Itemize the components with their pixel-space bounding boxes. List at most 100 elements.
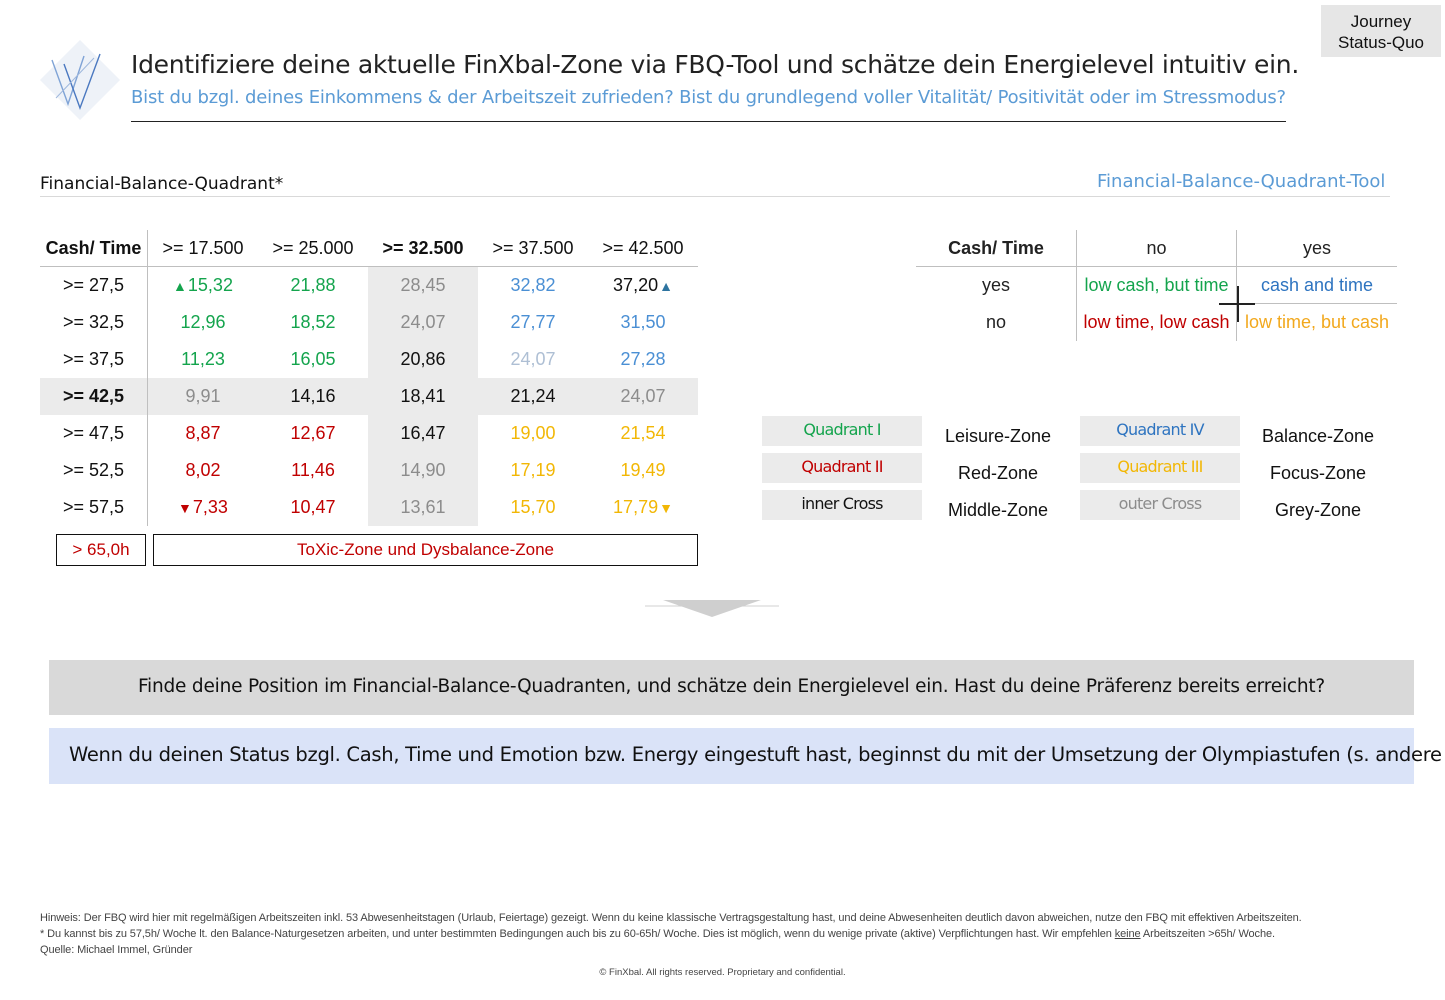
- section-title-right: Financial-Balance-Quadrant-Tool: [1097, 171, 1386, 192]
- fbq-cell: 17,19: [510, 460, 556, 480]
- fbq-cell: 8,87: [185, 423, 221, 443]
- badge-line-1: Journey: [1350, 12, 1412, 31]
- footnote-hours: * Du kannst bis zu 57,5h/ Woche lt. den …: [40, 928, 1275, 940]
- fbq-cell: 21,88: [290, 275, 336, 295]
- matrix-cell: cash and time: [1237, 267, 1397, 304]
- copyright: © FinXbal. All rights reserved. Propriet…: [599, 967, 846, 978]
- arrow-down-icon: ▼: [178, 500, 192, 516]
- fbq-row-label: >= 32,5: [40, 304, 148, 341]
- legend-zone-1: Leisure-Zone: [944, 426, 1052, 446]
- legend-inner-cross: inner Cross: [762, 490, 922, 520]
- legend-quadrant-3: Quadrant III: [1080, 453, 1240, 483]
- next-step-box: Wenn du deinen Status bzgl. Cash, Time u…: [49, 728, 1445, 784]
- fbq-cell: 12,67: [290, 423, 336, 443]
- fbq-cell: 14,16: [290, 386, 336, 406]
- matrix-corner: Cash/ Time: [916, 230, 1077, 267]
- fbq-cell: 20,86: [368, 341, 478, 378]
- quadrant-matrix: Cash/ Time no yes yes low cash, but time…: [916, 230, 1398, 341]
- toxic-hours-label: > 65,0h: [56, 534, 146, 566]
- title-divider: [131, 121, 1286, 122]
- fbq-cell: ▲15,32: [148, 267, 258, 304]
- arrow-up-icon: ▲: [659, 278, 673, 294]
- matrix-row: no low time, low cash low time, but cash: [916, 304, 1398, 341]
- fbq-cell: 16,05: [290, 349, 336, 369]
- chevron-down-icon: [645, 600, 779, 617]
- fbq-cell: 19,00: [510, 423, 556, 443]
- toxic-zone-label: ToXic-Zone und Dysbalance-Zone: [153, 534, 698, 566]
- instruction-box: Finde deine Position im Financial-Balanc…: [49, 660, 1414, 715]
- fbq-row-label: >= 37,5: [40, 341, 148, 378]
- fbq-cell: 24,07: [368, 304, 478, 341]
- fbq-row: >= 27,5 ▲15,32 21,88 28,45 32,82 37,20▲: [40, 267, 698, 304]
- legend-zone-3: Focus-Zone: [1269, 463, 1367, 483]
- section-title-left: Financial-Balance-Quadrant*: [40, 174, 284, 194]
- matrix-cell: low time, low cash: [1077, 304, 1237, 341]
- fbq-row: >= 57,5 ▼7,33 10,47 13,61 15,70 17,79▼: [40, 489, 698, 526]
- legend-zone-middle: Middle-Zone: [947, 500, 1049, 520]
- page-title: Identifiziere deine aktuelle FinXbal-Zon…: [131, 50, 1299, 79]
- arrow-up-icon: ▲: [173, 278, 187, 294]
- fbq-cell: 31,50: [620, 312, 666, 332]
- fbq-cell: 14,90: [368, 452, 478, 489]
- fbq-row-label: >= 52,5: [40, 452, 148, 489]
- footnote-emphasis: keine: [1114, 928, 1141, 940]
- footnote-text: Arbeitszeiten >65h/ Woche.: [1140, 928, 1275, 940]
- fbq-cell: 21,54: [620, 423, 666, 443]
- matrix-cell: low cash, but time: [1077, 267, 1237, 304]
- matrix-cell: low time, but cash: [1244, 312, 1390, 332]
- matrix-col-header: yes: [1237, 230, 1397, 267]
- journey-badge: Journey Status-Quo: [1321, 5, 1441, 57]
- fbq-cell: 18,41: [400, 386, 446, 406]
- fbq-row-label: >= 47,5: [40, 415, 148, 452]
- fbq-value: 37,20: [613, 275, 659, 295]
- fbq-cell: 16,47: [368, 415, 478, 452]
- fbq-cell: 28,45: [368, 267, 478, 304]
- legend-quadrant-2: Quadrant II: [762, 453, 922, 483]
- fbq-cell: 9,91: [185, 386, 221, 406]
- fbq-cell: 24,07: [510, 349, 556, 369]
- fbq-value: 7,33: [192, 497, 228, 517]
- fbq-col-header: >= 42.500: [588, 230, 698, 267]
- fbq-cell: 27,28: [620, 349, 666, 369]
- fbq-row: >= 37,5 11,23 16,05 20,86 24,07 27,28: [40, 341, 698, 378]
- section-divider: [40, 196, 1390, 197]
- fbq-value: 17,79: [613, 497, 659, 517]
- matrix-row-label: no: [916, 304, 1077, 341]
- matrix-header-row: Cash/ Time no yes: [916, 230, 1398, 267]
- fbq-cell: 13,61: [368, 489, 478, 526]
- matrix-col-header: no: [1077, 230, 1237, 267]
- fbq-cell: ▼7,33: [148, 489, 258, 526]
- footnote-source: Quelle: Michael Immel, Gründer: [40, 944, 193, 956]
- fbq-col-header: >= 37.500: [478, 230, 588, 267]
- fbq-cell: 17,79▼: [588, 489, 698, 526]
- fbq-cell: 18,52: [290, 312, 336, 332]
- fbq-col-header: >= 17.500: [148, 230, 258, 267]
- fbq-row: >= 32,5 12,96 18,52 24,07 27,77 31,50: [40, 304, 698, 341]
- legend-quadrant-4: Quadrant IV: [1080, 416, 1240, 446]
- fbq-cell: 19,49: [620, 460, 666, 480]
- legend-quadrant-1: Quadrant I: [762, 416, 922, 446]
- fbq-table: Cash/ Time >= 17.500 >= 25.000 >= 32.500…: [40, 230, 698, 526]
- matrix-row: yes low cash, but time cash and time: [916, 267, 1398, 304]
- fbq-row-label: >= 42,5: [40, 378, 148, 415]
- cross-marker-vertical: [1237, 286, 1239, 322]
- fbq-col-header: >= 25.000: [258, 230, 368, 267]
- fbq-value: 15,32: [187, 275, 233, 295]
- fbq-col-header: >= 32.500: [368, 230, 478, 267]
- fbq-cell: 11,23: [181, 349, 225, 369]
- legend-zone-grey: Grey-Zone: [1274, 500, 1362, 520]
- legend-zone-4: Balance-Zone: [1261, 426, 1375, 446]
- footnote-text: * Du kannst bis zu 57,5h/ Woche lt. den …: [40, 928, 1115, 940]
- page-subtitle: Bist du bzgl. deines Einkommens & der Ar…: [131, 87, 1286, 108]
- fbq-row-highlighted: >= 42,5 9,91 14,16 18,41 21,24 24,07: [40, 378, 698, 415]
- fbq-row: >= 52,5 8,02 11,46 14,90 17,19 19,49: [40, 452, 698, 489]
- fbq-header-row: Cash/ Time >= 17.500 >= 25.000 >= 32.500…: [40, 230, 698, 267]
- badge-line-2: Status-Quo: [1338, 33, 1424, 52]
- fbq-cell: 10,47: [290, 497, 336, 517]
- fbq-row: >= 47,5 8,87 12,67 16,47 19,00 21,54: [40, 415, 698, 452]
- fbq-corner: Cash/ Time: [40, 230, 148, 267]
- fbq-cell: 8,02: [185, 460, 221, 480]
- fbq-cell: 21,24: [510, 386, 556, 406]
- fbq-cell: 11,46: [291, 460, 335, 480]
- fbq-cell: 12,96: [180, 312, 226, 332]
